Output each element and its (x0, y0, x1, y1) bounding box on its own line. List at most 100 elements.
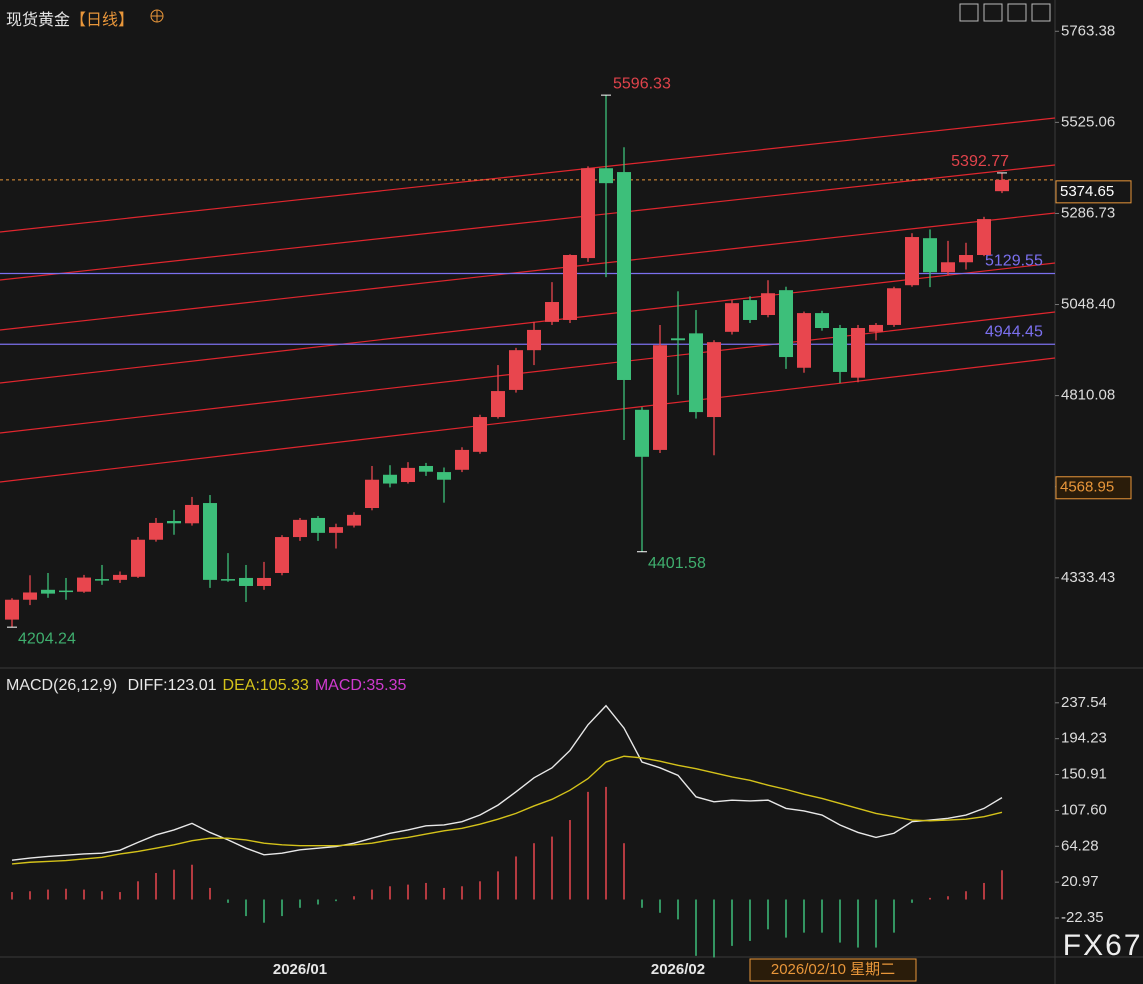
legend-entry: MACD:35.35 (314, 677, 407, 694)
macd-header: MACD(26,12,9) DIFF:123.01 DEA:105.33 MACD:… (6, 677, 412, 695)
candle-body (275, 537, 289, 573)
candle-body (383, 474, 397, 484)
candle-body (635, 409, 649, 457)
channel-line (0, 117, 1056, 233)
last-price-tag: 5374.65 (1060, 183, 1114, 200)
candle-body (941, 262, 955, 273)
candle-body (329, 527, 343, 533)
candle-body (401, 467, 415, 483)
x-tick-label: 2026/02 (651, 961, 705, 978)
candle-body (815, 313, 829, 329)
candle-body (851, 328, 865, 378)
candle-body (599, 168, 613, 184)
candle-body (671, 338, 685, 341)
last-price-tag-box (1055, 180, 1132, 204)
add-icon[interactable] (150, 9, 164, 23)
low-label: 4401.58 (648, 555, 706, 572)
toolbar-button[interactable] (959, 3, 979, 22)
candle-body (59, 590, 73, 593)
low-label: 4204.24 (18, 630, 76, 647)
y-tick-label: 5048.40 (1061, 296, 1115, 313)
candle-body (959, 255, 973, 263)
candle-body (743, 300, 757, 320)
chart-header: 现货黄金【日线】 (6, 6, 140, 30)
candle-body (5, 599, 19, 620)
candle-body (545, 302, 559, 322)
macd-line (11, 704, 1003, 861)
candle-body (347, 514, 361, 526)
cursor-price-tag-box (1055, 476, 1132, 500)
candle-body (167, 521, 181, 524)
candle-body (149, 522, 163, 540)
candle-body (311, 517, 325, 533)
candle-body (887, 288, 901, 325)
watermark: FX678 (1063, 929, 1143, 962)
candle-body (905, 237, 919, 286)
candle-body (365, 479, 379, 509)
candle-body (131, 539, 145, 577)
candle-body (95, 579, 109, 581)
y-tick-label: 150.91 (1061, 766, 1107, 783)
macd-line (11, 755, 1003, 865)
cursor-date-box (749, 958, 917, 982)
level-label: 5129.55 (985, 253, 1043, 270)
candle-body (239, 577, 253, 586)
y-tick-label: 64.28 (1061, 837, 1099, 854)
channel-line (0, 262, 1056, 384)
candle-body (995, 179, 1009, 192)
chart-title: 现货黄金 (6, 12, 71, 29)
candle-body (41, 589, 55, 594)
candle-body (563, 255, 577, 320)
channel-lines (0, 117, 1056, 483)
indicator-label: MACD(26,12,9) (6, 677, 118, 694)
candle-body (221, 579, 235, 581)
candle-body (419, 465, 433, 472)
channel-line (0, 164, 1056, 281)
x-tick-label: 2026/01 (273, 961, 327, 978)
candle-body (77, 577, 91, 592)
cursor-date: 2026/02/10 星期二 (771, 961, 895, 978)
candle-body (923, 238, 937, 273)
y-tick-label: 237.54 (1061, 694, 1107, 711)
y-tick-label: 4333.43 (1061, 569, 1115, 586)
candle-body (869, 324, 883, 332)
candle-body (833, 328, 847, 372)
candle-body (725, 303, 739, 332)
toolbar-button[interactable] (983, 3, 1003, 22)
candle-body (797, 313, 811, 368)
legend-entry: DEA:105.33 (222, 677, 309, 694)
candle-body (113, 574, 127, 580)
candle-body (185, 504, 199, 524)
y-tick-label: 20.97 (1061, 873, 1099, 890)
y-tick-label: -22.35 (1061, 909, 1104, 926)
high-label: 5392.77 (951, 153, 1009, 170)
candle-body (617, 172, 631, 380)
y-tick-label: 4810.08 (1061, 387, 1115, 404)
toolbar-button[interactable] (1007, 3, 1027, 22)
candle-body (779, 290, 793, 358)
candle-body (581, 168, 595, 259)
candle-body (203, 503, 217, 580)
candle-body (293, 519, 307, 538)
candle-body (437, 472, 451, 480)
legend-entry: DIFF:123.01 (127, 677, 217, 694)
channel-line (0, 357, 1056, 483)
high-label: 5596.33 (613, 75, 671, 92)
candle-body (761, 293, 775, 316)
candle-body (527, 329, 541, 351)
cursor-price-tag: 4568.95 (1060, 479, 1114, 496)
y-tick-label: 5525.06 (1061, 113, 1115, 130)
candle-body (455, 449, 469, 470)
candle-body (473, 417, 487, 452)
candle-body (23, 592, 37, 600)
channel-line (0, 311, 1056, 434)
toolbar-button[interactable] (1031, 3, 1051, 22)
candle-body (491, 391, 505, 418)
level-label: 4944.45 (985, 323, 1043, 340)
candle-body (977, 219, 991, 256)
candle-body (689, 333, 703, 413)
y-tick-label: 5286.73 (1061, 204, 1115, 221)
